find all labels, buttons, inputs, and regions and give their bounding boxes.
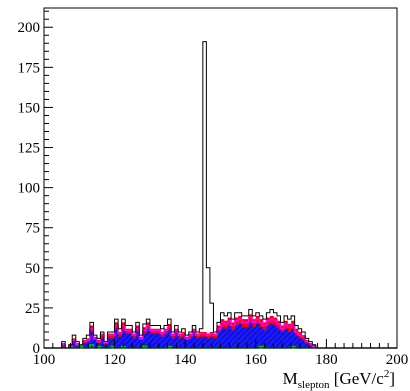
series-3-bar (178, 338, 182, 348)
y-tick-label: 175 (18, 60, 41, 76)
series-3-bar (276, 328, 281, 348)
series-3-bar (312, 346, 317, 348)
series-3-bar (96, 343, 101, 348)
series-3-bar (160, 336, 165, 348)
series-3-bar (135, 331, 140, 348)
series-3-bar (284, 328, 288, 348)
series-3-bar (269, 323, 274, 348)
series-3-bar (294, 335, 299, 348)
series-0-line (44, 41, 397, 349)
series-3-bar (238, 323, 242, 348)
axis-ticks: 100 120 140 160 180 200 0 25 50 75 100 125 150 175 200 (18, 10, 409, 368)
series-3-bar (248, 322, 253, 348)
series-3-bar (206, 338, 211, 348)
series-3-bar (227, 325, 232, 348)
series-3-bar (114, 328, 119, 348)
x-tick-label: 140 (174, 352, 197, 368)
x-tick-label: 160 (245, 352, 268, 368)
y-tick-label: 50 (25, 261, 40, 277)
series-3-bar (79, 346, 84, 348)
series-3-bar (111, 338, 115, 348)
series-3-bar (308, 344, 313, 348)
y-tick-label: 25 (25, 301, 40, 317)
series-3-bar (188, 338, 193, 348)
y-tick-label: 75 (25, 221, 40, 237)
series-3-bar (209, 336, 214, 348)
series-3-bar (301, 339, 306, 348)
series-3-bar (213, 338, 218, 348)
series-3-bar (72, 341, 77, 348)
series-3-bar (255, 323, 260, 348)
series-3-bar (125, 333, 130, 348)
series-3-bar (107, 338, 112, 348)
series-3-bar (171, 338, 175, 348)
series-3-bar (75, 344, 80, 348)
x-tick-label: 200 (386, 352, 409, 368)
y-tick-label: 0 (33, 341, 41, 357)
y-tick-label: 150 (18, 100, 41, 116)
series-3-bar (149, 333, 154, 348)
x-axis-title: Mslepton [GeV/c2] (283, 368, 395, 391)
series-0 (44, 41, 397, 349)
series-3-bar (252, 327, 257, 348)
x-axis-title-subscript: slepton (298, 379, 330, 391)
series-3-bar (118, 336, 122, 348)
series-3-bar (153, 333, 158, 348)
series-3-bar (192, 333, 197, 348)
series-3-bar (61, 346, 66, 348)
y-tick-label: 200 (18, 20, 41, 36)
series-3-bar (287, 331, 292, 348)
series-3-bar (199, 336, 204, 348)
series-3-bar (259, 327, 264, 348)
series-3-bar (231, 330, 235, 348)
series-3-bar (174, 333, 179, 348)
series-3-bar (89, 331, 94, 348)
series-3-bar (93, 339, 98, 348)
x-tick-label: 120 (103, 352, 126, 368)
y-tick-label: 100 (18, 181, 41, 197)
series-3-bar (273, 325, 278, 348)
series-3-bar (234, 325, 239, 348)
series-3-bar (241, 327, 246, 348)
x-axis-title-base: M (283, 369, 298, 388)
x-tick-label: 100 (33, 352, 56, 368)
series-3-bar (167, 330, 172, 348)
series-3-bar (195, 338, 200, 348)
series-3 (61, 322, 317, 348)
series-3-bar (181, 336, 186, 348)
series-3-bar (146, 328, 151, 348)
series-3-bar (291, 328, 295, 348)
x-axis-title-unit-close: ] (389, 369, 395, 388)
series-3-bar (142, 333, 147, 348)
series-3-bar (280, 331, 285, 348)
series-3-bar (100, 338, 105, 348)
x-axis-title-unit: [GeV/c (330, 369, 385, 388)
series-3-bar (220, 327, 225, 348)
series-3-bar (132, 338, 137, 348)
series-3-bar (121, 330, 126, 348)
plot-area (44, 41, 397, 349)
series-3-bar (185, 339, 190, 348)
series-3-bar (156, 333, 161, 348)
series-3-bar (202, 336, 207, 348)
x-axis-title-unit-superscript: 2 (384, 368, 390, 380)
series-1-bar (61, 343, 66, 348)
y-tick-label: 125 (18, 141, 41, 157)
series-3-bar (164, 333, 168, 348)
x-tick-label: 180 (315, 352, 338, 368)
series-3-bar (305, 343, 310, 348)
series-3-bar (82, 343, 87, 348)
series-3-bar (224, 328, 228, 348)
series-3-bar (266, 325, 271, 348)
series-3-bar (245, 327, 250, 348)
plot-frame (43, 7, 398, 349)
series-3-bar (128, 333, 133, 348)
series-3-bar (262, 330, 267, 348)
series-3-bar (216, 331, 221, 348)
